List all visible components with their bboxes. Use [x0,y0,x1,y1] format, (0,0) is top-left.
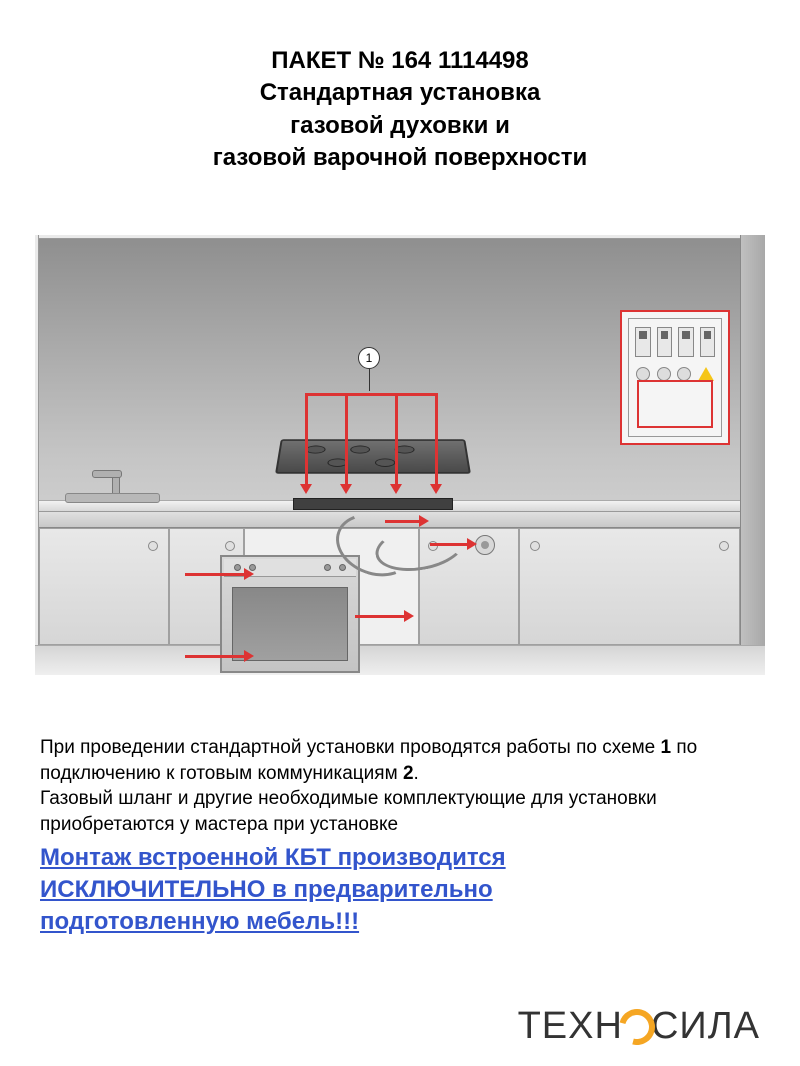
cabinet-left [39,528,169,645]
para-2: Газовый шланг и другие необходимые компл… [40,788,657,835]
frame-top [35,235,765,239]
arrow-connector [305,393,438,396]
arrow-down-icon [345,395,348,485]
brand-logo: ТЕХН СИЛА [518,1005,760,1048]
installation-diagram: 1 [35,235,765,675]
logo-part-2: СИЛА [651,1005,760,1048]
cabinet-right [519,528,740,645]
header-line-4: газовой варочной поверхности [0,142,800,174]
panel-breakers [635,327,715,357]
panel-inner [628,318,722,437]
arrow-right-icon [185,573,245,576]
header-line-1: ПАКЕТ № 164 1114498 [0,45,800,77]
document-header: ПАКЕТ № 164 1114498 Стандартная установк… [0,0,800,175]
ref-1: 1 [661,737,672,758]
header-line-2: Стандартная установка [0,77,800,109]
panel-highlight [637,380,713,428]
arrow-down-icon [395,395,398,485]
arrow-down-icon [305,395,308,485]
faucet-icon [100,470,130,495]
cooktop-slot [293,498,453,510]
electrical-panel [620,310,730,445]
warning-text: Монтаж встроенной КБТ производится ИСКЛЮ… [40,842,760,939]
header-line-3: газовой духовки и [0,110,800,142]
arrow-right-icon [355,615,405,618]
para-1c: . [414,763,419,784]
warning-triangle-icon [698,367,714,381]
callout-badge-1: 1 [358,347,380,369]
arrow-right-icon [185,655,245,658]
gas-outlet-icon [475,535,495,555]
arrow-down-icon [435,395,438,485]
callout-leader [369,369,370,391]
logo-part-1: ТЕХН [518,1005,623,1048]
right-wall [740,235,765,675]
ref-2: 2 [403,763,414,784]
para-1a: При проведении стандартной установки про… [40,737,661,758]
body-text: При проведении стандартной установки про… [40,735,760,939]
sink [65,493,160,503]
floor [35,645,765,675]
arrow-right-icon [385,520,420,523]
arrow-right-icon [430,543,468,546]
